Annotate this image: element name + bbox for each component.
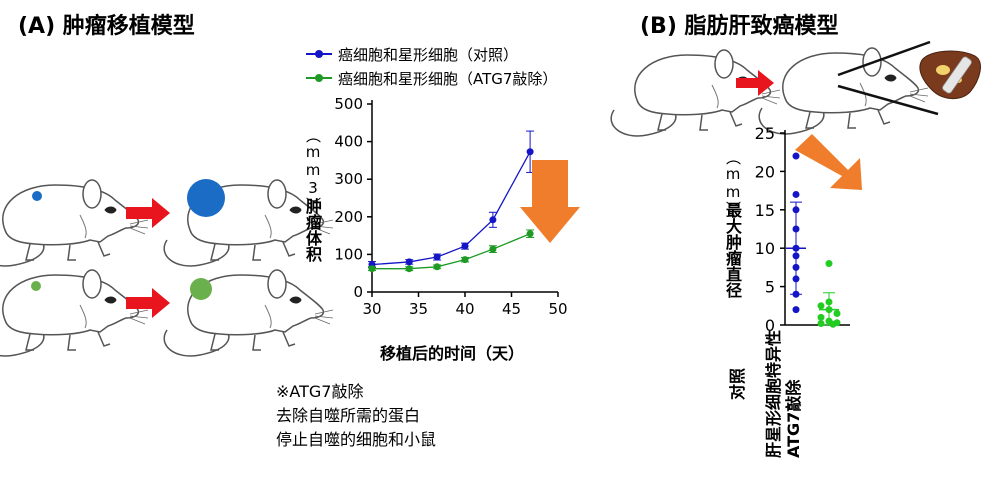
- y-axis-title-a: 肿瘤体积: [303, 198, 322, 262]
- y-tick-label: 100: [334, 245, 363, 263]
- dot-1: [825, 260, 833, 268]
- series-line-1: [372, 233, 531, 270]
- data-point-0: [405, 258, 413, 266]
- y-tick-label: 15: [755, 201, 775, 220]
- arrow-red-icon: [126, 198, 170, 228]
- y-tick-label: 0: [765, 316, 775, 335]
- data-point-1: [489, 245, 497, 253]
- y-tick-label: 25: [755, 124, 775, 143]
- x-tick-label: 30: [362, 300, 381, 318]
- data-point-1: [526, 230, 534, 238]
- y-axis-unit-a: （mm3）: [304, 128, 322, 212]
- y-tick-label: 5: [765, 278, 775, 297]
- y-tick-label: 500: [334, 95, 363, 113]
- x-tick-label: 50: [548, 300, 567, 318]
- data-point-0: [433, 253, 441, 261]
- x-tick-label: 45: [502, 300, 521, 318]
- x-tick-label: 40: [455, 300, 474, 318]
- mouse-before-control: [0, 179, 149, 267]
- illustration-panel-b: [610, 40, 981, 137]
- mouse-liver-b: [758, 47, 929, 135]
- arrow-down-orange-icon: [520, 160, 580, 243]
- dot-1: [829, 320, 837, 328]
- arrow-red-icon: [126, 288, 170, 318]
- legend-label-control: 癌细胞和星形细胞（对照）: [338, 45, 519, 64]
- legend-item-knockout: 癌细胞和星形细胞（ATG7敲除）: [306, 68, 557, 88]
- dot-0: [792, 306, 800, 314]
- y-tick-label: 300: [334, 170, 363, 188]
- x-tick-label: 35: [409, 300, 428, 318]
- dot-1: [817, 313, 825, 321]
- small-tumor-knockout: [31, 281, 41, 291]
- medium-tumor-knockout: [190, 278, 212, 300]
- callout-line: [837, 40, 931, 77]
- category-label-control: 对照: [728, 367, 747, 400]
- data-point-1: [405, 265, 413, 273]
- y-tick-label: 400: [334, 133, 363, 151]
- panel-b-heading: (B) 脂肪肝致癌模型: [640, 14, 839, 39]
- legend: 癌细胞和星形细胞（对照） 癌细胞和星形细胞（ATG7敲除）: [306, 44, 557, 88]
- data-point-1: [461, 256, 469, 264]
- dot-0: [792, 152, 800, 160]
- dot-1: [817, 319, 825, 327]
- small-tumor-control: [32, 191, 42, 201]
- x-axis-title-a: 移植后的时间（天）: [380, 344, 525, 363]
- note-line-2: 去除自噬所需的蛋白: [276, 406, 421, 425]
- data-point-0: [489, 216, 497, 224]
- note-line-3: 停止自噬的细胞和小鼠: [276, 430, 437, 449]
- tumor-volume-chart: 0 100 200 300 400 500 30 35 40 45 50: [334, 95, 567, 318]
- large-tumor-control: [187, 179, 225, 217]
- mouse-before-knockout: [0, 269, 149, 357]
- arrow-diagonal-orange-icon: [795, 134, 862, 190]
- y-axis-unit-b: （mm）: [724, 150, 742, 216]
- series-line-0: [371, 151, 531, 266]
- y-axis-title-b: 最大肿瘤直径: [723, 202, 742, 298]
- arrow-red-icon: [736, 70, 774, 96]
- legend-swatch-knockout: [306, 72, 332, 84]
- legend-item-control: 癌细胞和星形细胞（对照）: [306, 44, 557, 64]
- data-point-0: [461, 242, 469, 250]
- panel-a-heading: (A) 肿瘤移植模型: [18, 14, 195, 39]
- y-tick-label: 10: [755, 239, 775, 258]
- y-tick-label: 20: [755, 162, 775, 181]
- liver-icon: [919, 50, 981, 99]
- data-point-0: [526, 148, 534, 156]
- legend-label-knockout: 癌细胞和星形细胞（ATG7敲除）: [338, 69, 558, 88]
- y-tick-label: 200: [334, 208, 363, 226]
- callout-line: [837, 84, 939, 116]
- max-tumor-diameter-chart: 0 5 10 15 20 25: [755, 124, 850, 335]
- data-point-1: [433, 263, 441, 271]
- y-tick-label: 0: [353, 283, 363, 301]
- mouse-after-knockout: [163, 269, 334, 357]
- illustration-panel-a: [0, 179, 334, 357]
- note-block: ※ATG7敲除 去除自噬所需的蛋白 停止自噬的细胞和小鼠: [276, 380, 436, 452]
- note-line-1: ※ATG7敲除: [276, 382, 364, 401]
- dot-1: [833, 309, 841, 317]
- dot-0: [792, 190, 800, 198]
- category-label-knockout: 肝星形细胞特异性ATG7敲除: [764, 329, 803, 458]
- legend-swatch-control: [306, 48, 332, 60]
- data-point-1: [368, 265, 376, 273]
- dot-1: [817, 302, 825, 310]
